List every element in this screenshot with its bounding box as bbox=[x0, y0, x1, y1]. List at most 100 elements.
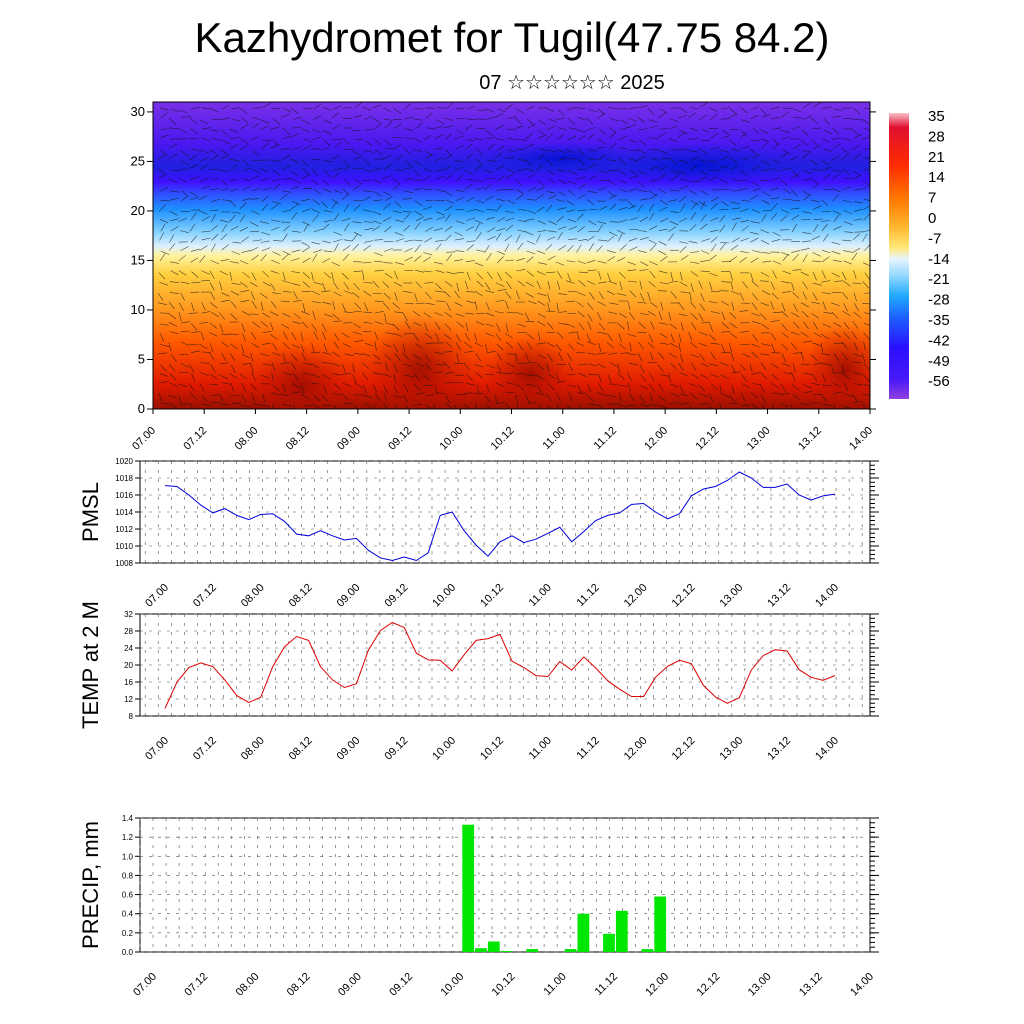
wind-barb bbox=[220, 233, 228, 241]
wind-barb bbox=[772, 142, 780, 150]
wind-barb bbox=[301, 198, 311, 202]
y-tick-label: 1018 bbox=[115, 474, 133, 483]
wind-barb bbox=[270, 311, 279, 317]
wind-barb bbox=[527, 300, 537, 305]
wind-barb bbox=[169, 218, 179, 222]
wind-barb bbox=[649, 125, 659, 129]
wind-barb bbox=[617, 230, 626, 235]
wind-barb bbox=[556, 380, 566, 383]
wind-barb bbox=[231, 118, 241, 122]
wind-barb bbox=[168, 179, 178, 183]
wind-barb bbox=[770, 197, 780, 200]
wind-barb bbox=[618, 343, 626, 350]
wind-barb bbox=[260, 301, 264, 311]
wind-barb bbox=[504, 259, 514, 262]
wind-barb bbox=[751, 209, 761, 214]
wind-barb bbox=[454, 166, 463, 172]
wind-barb bbox=[301, 311, 310, 315]
precip-bar bbox=[487, 941, 500, 952]
wind-barb bbox=[597, 224, 603, 233]
wind-barb bbox=[627, 382, 631, 392]
wind-barb bbox=[588, 243, 595, 251]
wind-barb bbox=[159, 253, 166, 262]
wind-barb bbox=[425, 112, 433, 119]
wind-barb bbox=[180, 160, 189, 165]
wind-barb bbox=[658, 395, 666, 402]
wind-barb bbox=[670, 189, 680, 192]
x-tick-label: 14.00 bbox=[848, 971, 876, 999]
wind-barb bbox=[383, 107, 392, 113]
wind-barb bbox=[392, 210, 402, 214]
wind-barb bbox=[466, 300, 476, 304]
wind-barb bbox=[190, 163, 199, 169]
wind-barb bbox=[229, 214, 236, 223]
wind-barb bbox=[290, 133, 299, 139]
wind-barb bbox=[280, 193, 288, 200]
wind-barb bbox=[179, 178, 188, 183]
wind-barb bbox=[220, 155, 230, 159]
wind-barb bbox=[404, 333, 414, 335]
wind-barb bbox=[323, 170, 331, 178]
wind-barb bbox=[262, 187, 272, 191]
wind-barb bbox=[242, 310, 251, 316]
wind-barb bbox=[556, 331, 564, 339]
wind-barb bbox=[250, 364, 254, 373]
heatmap-x-tick-label: 08.00 bbox=[233, 425, 261, 453]
wind-barb bbox=[628, 393, 635, 401]
wind-barb bbox=[211, 198, 221, 203]
wind-barb bbox=[260, 292, 268, 299]
wind-barb bbox=[475, 321, 485, 326]
wind-barb bbox=[578, 280, 586, 287]
wind-barb bbox=[302, 145, 312, 150]
wind-barb bbox=[710, 132, 719, 139]
wind-barb bbox=[659, 108, 668, 114]
wind-barb bbox=[597, 154, 606, 161]
wind-barb bbox=[485, 290, 495, 293]
wind-barb bbox=[506, 382, 516, 385]
wind-barb bbox=[303, 362, 313, 366]
wind-barb bbox=[384, 121, 393, 129]
wind-barb bbox=[362, 179, 372, 181]
wind-barb bbox=[241, 167, 251, 172]
wind-barb bbox=[301, 174, 311, 179]
wind-barb bbox=[853, 153, 861, 160]
wind-barb bbox=[169, 153, 178, 159]
wind-barb bbox=[220, 259, 230, 262]
wind-barb bbox=[504, 372, 514, 375]
wind-barb bbox=[262, 331, 272, 334]
wind-barb bbox=[507, 353, 517, 355]
wind-barb bbox=[637, 180, 645, 188]
wind-barb bbox=[557, 157, 567, 161]
wind-barb bbox=[291, 344, 301, 349]
wind-barb bbox=[760, 362, 767, 371]
wind-barb bbox=[354, 179, 363, 185]
wind-barb bbox=[242, 271, 250, 278]
wind-barb bbox=[731, 364, 736, 373]
wind-barb bbox=[538, 148, 548, 151]
wind-barb bbox=[486, 252, 492, 261]
wind-barb bbox=[505, 291, 512, 299]
wind-barb bbox=[280, 113, 290, 118]
wind-barb bbox=[537, 363, 545, 371]
y-tick-label: 20 bbox=[124, 661, 133, 670]
wind-barb bbox=[739, 188, 749, 190]
wind-barb bbox=[547, 169, 556, 176]
wind-barb bbox=[341, 193, 350, 200]
wind-barb bbox=[425, 342, 435, 345]
wind-barb bbox=[290, 170, 299, 177]
wind-barb bbox=[322, 301, 332, 305]
y-tick-label: 0.0 bbox=[122, 948, 134, 957]
wind-barb bbox=[300, 394, 309, 399]
wind-barb bbox=[434, 169, 444, 172]
wind-barb bbox=[444, 280, 453, 287]
wind-barb bbox=[198, 210, 208, 215]
wind-barb bbox=[291, 249, 301, 253]
wind-barb bbox=[178, 270, 187, 276]
wind-barb bbox=[577, 392, 587, 395]
wind-barb bbox=[333, 291, 342, 297]
wind-barb bbox=[168, 301, 175, 310]
wind-barb bbox=[344, 353, 354, 356]
wind-barb bbox=[517, 323, 526, 327]
wind-barb bbox=[505, 403, 510, 409]
wind-barb bbox=[283, 108, 292, 113]
